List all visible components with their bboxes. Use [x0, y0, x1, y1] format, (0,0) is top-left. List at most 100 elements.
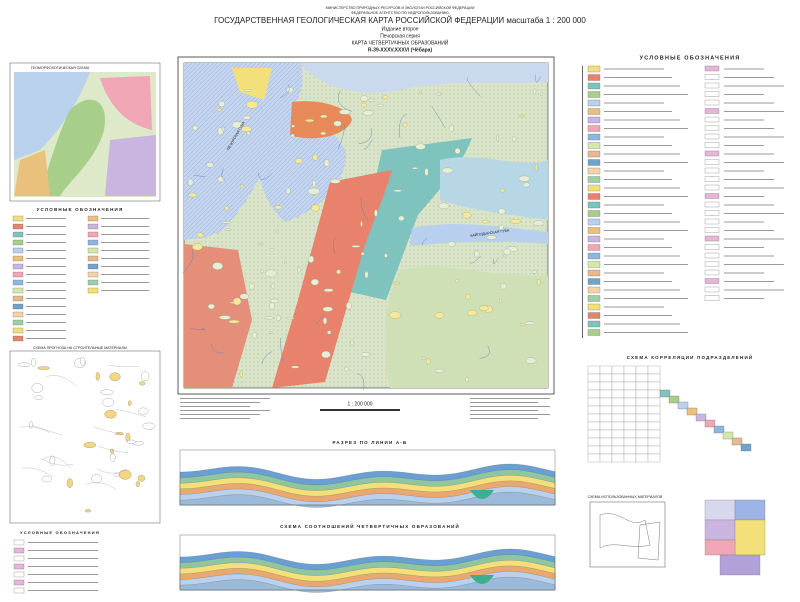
left-legend — [12, 215, 149, 342]
corr-cell — [599, 389, 613, 399]
section-title: РАЗРЕЗ ПО ЛИНИИ А-Б — [333, 440, 408, 445]
lake — [310, 278, 319, 286]
deposit — [91, 474, 102, 484]
legend-text — [604, 179, 672, 180]
corr-cell — [599, 365, 613, 375]
corr-cell — [587, 373, 601, 383]
legend-swatch — [587, 235, 601, 243]
lake — [290, 133, 295, 138]
lake — [435, 368, 444, 373]
deposit — [31, 358, 37, 367]
legend-swatch — [87, 255, 99, 262]
corr-unit — [677, 401, 689, 410]
lake — [422, 356, 426, 360]
legend-symbol — [704, 65, 720, 72]
lake — [187, 178, 194, 186]
legend-text — [604, 238, 664, 240]
lake — [291, 124, 295, 128]
lake — [228, 319, 240, 324]
legend-text — [604, 255, 680, 257]
contour — [96, 468, 127, 474]
geomorph-title: ГЕОМОРФОЛОГИЧЕСКАЯ СХЕМА — [31, 66, 90, 70]
deposit — [109, 372, 121, 382]
lagoon — [254, 109, 346, 222]
legend-text — [604, 94, 688, 95]
corr-cell — [599, 429, 613, 439]
legend-symbol — [704, 99, 720, 106]
legend-text — [26, 314, 66, 315]
lake — [218, 100, 225, 107]
contour — [98, 446, 129, 454]
lake — [498, 208, 506, 215]
contour — [108, 364, 139, 367]
river — [315, 313, 324, 325]
legend-text — [604, 119, 680, 121]
lake — [522, 182, 530, 188]
deposit — [127, 400, 132, 406]
deposit — [84, 509, 92, 513]
lake — [320, 131, 327, 136]
deposit — [109, 453, 116, 462]
legend-symbol — [704, 269, 720, 276]
lake — [329, 178, 341, 184]
sheet-number: R-39-XXXV,XXXVI (Чёбара) — [368, 46, 433, 53]
legend-swatch — [587, 125, 601, 132]
legend-text — [26, 330, 66, 331]
corr-cell — [635, 373, 649, 383]
lake — [486, 235, 497, 240]
lake — [276, 315, 281, 321]
legend-symbol — [704, 74, 720, 80]
lake — [351, 245, 361, 248]
legend-text — [604, 85, 680, 87]
corr-cell — [599, 437, 613, 447]
deposit — [41, 475, 52, 483]
river — [221, 168, 225, 181]
deposit — [118, 469, 132, 480]
legend-text — [604, 187, 680, 189]
lake — [389, 311, 402, 319]
deposit — [139, 381, 146, 386]
legend-text — [724, 179, 774, 180]
corr-unit — [731, 437, 743, 446]
legend-swatch — [587, 108, 601, 115]
legend-swatch — [87, 247, 99, 254]
lake — [436, 92, 442, 96]
corr-cell — [611, 405, 625, 415]
legend-swatch — [12, 271, 24, 278]
lake — [540, 92, 543, 96]
legend-swatch — [87, 263, 99, 270]
corr-cell — [611, 389, 625, 399]
section-layer — [179, 577, 556, 593]
lake — [392, 281, 401, 285]
note-line — [470, 414, 550, 415]
corr-cell — [599, 421, 613, 431]
agency: ФЕДЕРАЛЬНОЕ АГЕНТСТВО ПО НЕДРОПОЛЬЗОВАНИ… — [351, 11, 449, 15]
lake — [384, 253, 388, 258]
lake — [498, 224, 504, 231]
legend-text — [604, 281, 672, 282]
lake — [221, 221, 232, 224]
legend-text — [26, 250, 66, 251]
index-sheet — [704, 519, 736, 541]
corr-cell — [611, 373, 625, 383]
legend-swatch — [87, 271, 99, 278]
legend-text — [604, 264, 688, 265]
corr-cell — [587, 437, 601, 447]
corr-cell — [587, 413, 601, 423]
lake — [534, 163, 538, 171]
corr-cell — [635, 437, 649, 447]
deposit — [138, 407, 149, 415]
legend-text — [724, 85, 784, 87]
corr-cell — [647, 405, 661, 415]
lake — [297, 266, 301, 273]
lake — [231, 121, 243, 129]
map-label: ХАЙПУДЫРСКАЯ ГУБА — [470, 228, 510, 238]
corr-unit — [686, 407, 698, 416]
corr-cell — [635, 445, 649, 455]
legend-text — [26, 266, 66, 267]
corr-cell — [647, 389, 661, 399]
unit-blue — [440, 157, 548, 220]
corr-unit — [659, 389, 671, 398]
river — [360, 197, 369, 221]
corr-cell — [635, 429, 649, 439]
